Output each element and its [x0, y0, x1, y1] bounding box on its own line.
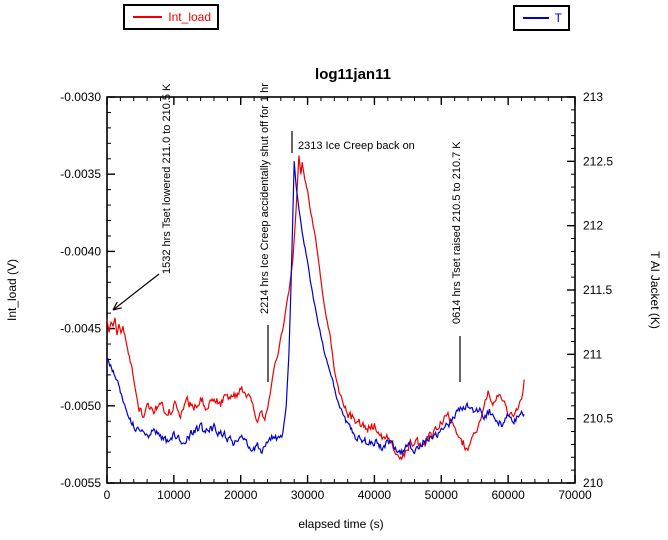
right-tick-label: 213	[583, 90, 603, 104]
legend-int-load-line-swatch	[133, 16, 163, 18]
left-tick-label: -0.0055	[60, 476, 101, 490]
left-tick-label: -0.0035	[60, 167, 101, 181]
annotation-text-2: 2313 Ice Creep back on	[298, 140, 415, 152]
x-tick-label: 30000	[291, 488, 325, 502]
legend-temperature: T	[513, 5, 570, 31]
left-tick-label: -0.0045	[60, 322, 101, 336]
annotation-text-1: 2214 hrs Ice Creep accidentally shut off…	[259, 83, 271, 314]
annotation-arrow-0	[112, 273, 160, 311]
x-tick-label: 0	[104, 488, 111, 502]
left-tick-label: -0.0050	[60, 399, 101, 413]
temperature-curve	[106, 161, 525, 457]
x-tick-label: 40000	[358, 488, 392, 502]
x-tick-label: 10000	[157, 488, 191, 502]
chart-title: log11jan11	[315, 66, 391, 83]
annotation-text-0: 1532 hrs Tset lowered 211.0 to 210.5 K	[161, 83, 173, 274]
annotation-arrowhead-0	[112, 301, 118, 311]
right-tick-label: 210.5	[583, 412, 613, 426]
annotation-text-3: 0614 hrs Tset raised 210.5 to 210.7 K	[451, 141, 463, 324]
int-load-curve	[106, 155, 525, 461]
left-axis-label: Int_load (V)	[5, 259, 19, 321]
right-tick-label: 211.5	[583, 283, 612, 297]
plot-frame	[106, 96, 576, 484]
x-axis-label: elapsed time (s)	[298, 517, 383, 531]
right-tick-label: 211	[583, 347, 602, 361]
right-tick-label: 212	[583, 219, 603, 233]
right-axis-label: T Al Jacket (K)	[648, 251, 662, 329]
left-tick-label: -0.0040	[60, 244, 101, 258]
legend-temperature-line-swatch	[523, 17, 549, 19]
legend-int-load-label: Int_load	[168, 10, 211, 24]
x-tick-label: 20000	[224, 488, 258, 502]
x-tick-label: 70000	[558, 488, 592, 502]
annotation-arrowhead-0	[112, 307, 122, 311]
x-tick-label: 50000	[425, 488, 459, 502]
right-tick-label: 212.5	[583, 154, 613, 168]
left-tick-label: -0.0030	[60, 90, 101, 104]
legend-int-load: Int_load	[123, 4, 219, 30]
x-tick-label: 60000	[491, 488, 525, 502]
legend-temperature-label: T	[554, 11, 562, 25]
right-tick-label: 210	[583, 476, 603, 490]
